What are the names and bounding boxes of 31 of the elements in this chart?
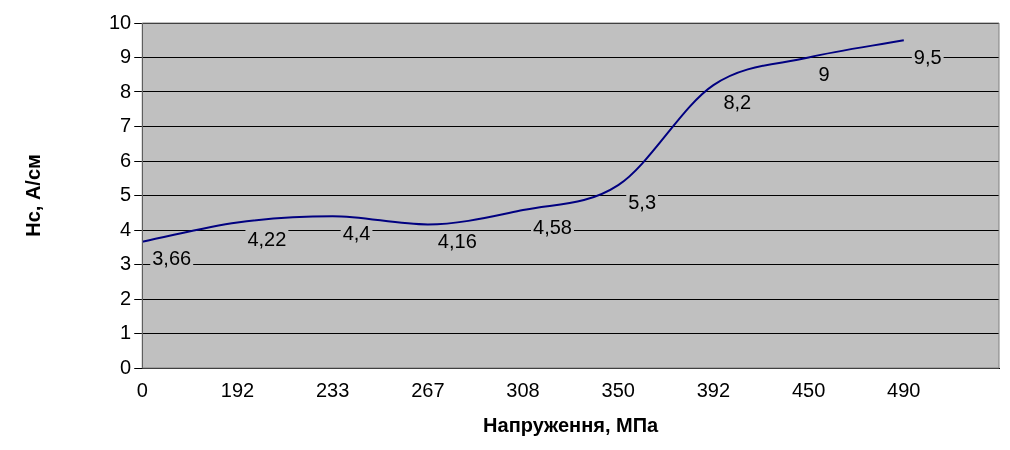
x-tick-label: 350 [601,378,635,401]
x-tick-label: 233 [315,378,350,401]
x-tick-label: 490 [887,378,921,401]
y-tick-label: 8 [120,79,132,102]
data-label: 9 [818,63,830,86]
y-tick-label: 6 [120,148,132,171]
y-tick-label: 1 [120,321,132,344]
data-label: 8,2 [723,90,752,113]
data-label: 9,5 [913,45,942,68]
y-tick-label: 5 [120,183,132,206]
y-tick-label: 2 [120,286,132,309]
y-axis-title: Нс, А/см [21,154,44,237]
x-tick-label: 308 [506,378,540,401]
y-tick-label: 4 [120,217,132,240]
x-axis-title: Напруження, МПа [483,413,660,436]
data-label: 5,3 [628,190,657,213]
y-tick-label: 9 [120,45,132,68]
data-label: 4,58 [533,215,572,238]
y-tick-label: 10 [109,10,132,33]
y-tick-label: 3 [120,252,132,275]
x-tick-label: 192 [220,378,255,401]
data-label: 3,66 [152,247,192,270]
y-tick-label: 7 [120,114,132,137]
x-tick-label: 392 [696,378,731,401]
x-tick-label: 0 [136,378,148,401]
x-tick-label: 267 [411,378,445,401]
x-tick-label: 450 [791,378,826,401]
data-label: 4,16 [437,230,477,252]
data-label: 4,22 [247,227,287,250]
data-label: 4,4 [342,221,371,244]
y-tick-label: 0 [120,355,132,378]
